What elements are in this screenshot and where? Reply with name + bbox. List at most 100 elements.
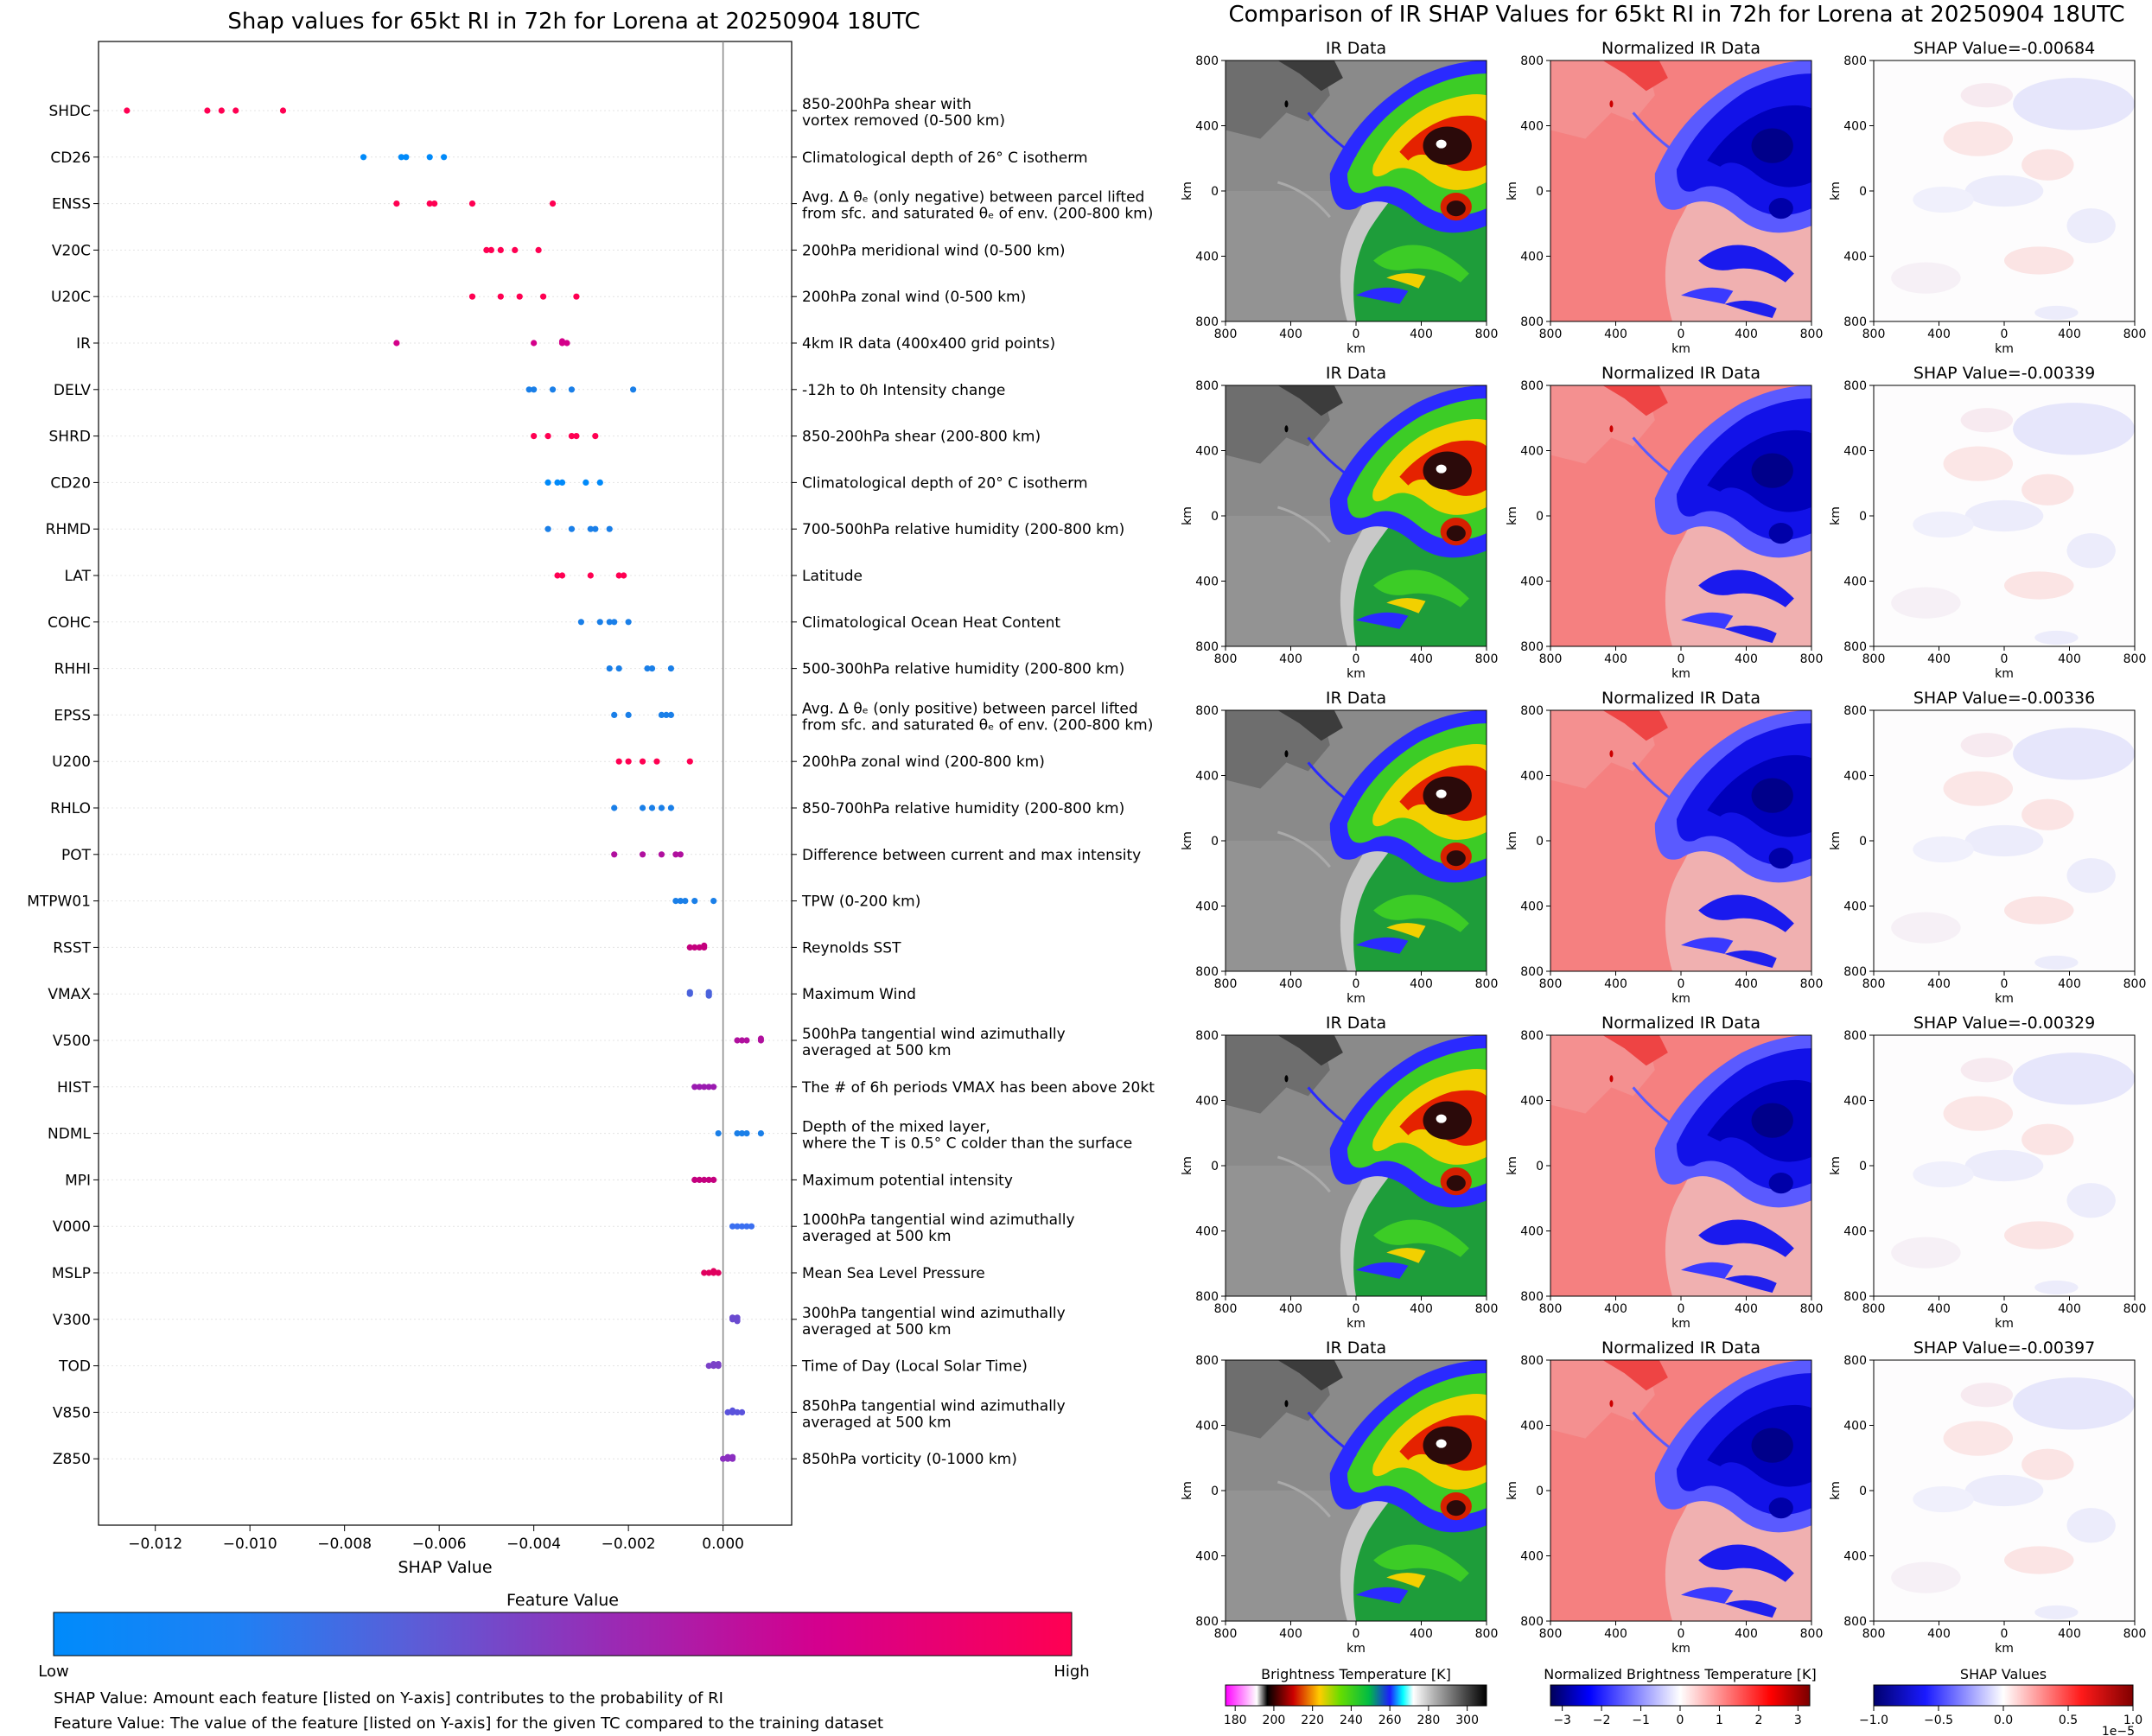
shap-point	[734, 1318, 741, 1325]
map-y-tick-label: 400	[1843, 1550, 1867, 1564]
feature-description: averaged at 500 km	[802, 1321, 952, 1339]
map-y-tick-label: 800	[1195, 1354, 1219, 1368]
feature-label: V850	[53, 1404, 91, 1421]
map-x-tick-label: 400	[1735, 327, 1758, 341]
shap-map-panel	[1874, 385, 2135, 646]
map-x-tick-label: 400	[1735, 652, 1758, 666]
feature-description: averaged at 500 km	[802, 1414, 952, 1431]
colorbar-tick-label: 280	[1417, 1714, 1441, 1727]
x-tick-label: −0.004	[506, 1536, 561, 1553]
shap-point	[577, 619, 584, 626]
shap-point	[734, 1223, 741, 1230]
nbt-colorbar	[1550, 1684, 1811, 1707]
map-x-tick-label: 800	[2123, 977, 2147, 991]
shap-point	[705, 1363, 712, 1370]
map-x-tick-label: 400	[1604, 1302, 1627, 1316]
shap-point	[705, 1176, 712, 1183]
feature-value-title: Feature Value	[506, 1591, 619, 1610]
map-y-tick-label: 800	[1520, 1290, 1544, 1304]
brightness-temp-colorbar-group: Brightness Temperature [K] 180 200 220 240 2…	[1224, 1666, 1487, 1727]
shap-point	[677, 898, 684, 905]
map-y-tick-label: 400	[1843, 1225, 1867, 1239]
map-x-tick-label: 0	[1353, 327, 1360, 341]
map-x-tick-label: 800	[1214, 1627, 1238, 1641]
feature-description: Latitude	[802, 568, 863, 585]
feature-description: 200hPa zonal wind (200-800 km)	[802, 754, 1045, 771]
map-y-axis-label: km	[1829, 1481, 1843, 1500]
shap-point	[583, 479, 589, 486]
feature-label: LAT	[64, 568, 91, 585]
shap-point	[743, 1037, 750, 1044]
colorbar-tick-label: 300	[1455, 1714, 1479, 1727]
shap-point	[734, 1409, 741, 1415]
map-y-axis-label: km	[1506, 181, 1519, 200]
shap-point	[611, 619, 618, 626]
map-x-tick-label: 0	[1353, 1302, 1360, 1316]
panel-title: IR Data	[1326, 1014, 1386, 1033]
shap-point	[558, 338, 566, 345]
map-x-tick-label: 400	[1410, 977, 1433, 991]
feature-description: 850-200hPa shear with	[802, 96, 971, 113]
feature-description: Climatological depth of 20° C isotherm	[802, 474, 1088, 492]
shap-map-panel	[1874, 1360, 2135, 1621]
map-y-tick-label: 400	[1195, 770, 1219, 784]
map-y-tick-label: 400	[1520, 900, 1544, 914]
map-x-tick-label: 800	[1475, 652, 1499, 666]
map-y-tick-label: 800	[1195, 379, 1219, 393]
map-y-tick-label: 800	[1195, 54, 1219, 68]
shap-point	[748, 1223, 755, 1230]
feature-label: DELV	[54, 382, 91, 399]
map-x-axis-label: km	[1995, 667, 2014, 681]
colorbar-high-label: High	[1054, 1663, 1089, 1681]
map-x-tick-label: 800	[1475, 1302, 1499, 1316]
colorbar-tick-label: 200	[1263, 1714, 1286, 1727]
feature-description: 200hPa zonal wind (0-500 km)	[802, 289, 1026, 306]
map-x-tick-label: 800	[1214, 652, 1238, 666]
map-y-tick-label: 400	[1843, 900, 1867, 914]
panel-title: IR Data	[1326, 39, 1386, 58]
shap-point	[615, 758, 622, 765]
map-x-tick-label: 400	[1279, 1302, 1302, 1316]
map-x-tick-label: 800	[1862, 1302, 1886, 1316]
feature-value-note: Feature Value: The value of the feature …	[54, 1714, 883, 1733]
shap-point	[672, 898, 679, 905]
feature-description: -12h to 0h Intensity change	[802, 382, 1005, 399]
shap-point	[663, 711, 670, 719]
feature-description: Climatological Ocean Heat Content	[802, 614, 1060, 632]
panel-title: Normalized IR Data	[1601, 1014, 1760, 1033]
shap-point	[468, 293, 476, 300]
map-y-tick-label: 400	[1195, 1550, 1219, 1564]
map-y-tick-label: 400	[1520, 445, 1544, 459]
map-y-tick-label: 800	[1843, 379, 1867, 393]
shap-panel-title: SHAP Value=-0.00336	[1913, 689, 2095, 708]
shap-point	[667, 665, 675, 672]
shap-point	[204, 107, 211, 114]
map-x-tick-label: 400	[1279, 977, 1302, 991]
feature-label: POT	[61, 847, 92, 864]
shap-point	[544, 525, 551, 532]
shap-point	[124, 107, 131, 114]
map-y-tick-label: 400	[1195, 251, 1219, 264]
map-x-tick-label: 0	[1353, 1627, 1360, 1641]
shap-point	[573, 293, 580, 300]
shap-point	[639, 804, 646, 811]
shap-point	[544, 433, 551, 440]
map-y-tick-label: 800	[1520, 1354, 1544, 1368]
map-x-tick-label: 800	[1214, 1302, 1238, 1316]
shap-point	[672, 851, 679, 858]
map-x-tick-label: 800	[2123, 652, 2147, 666]
shap-point	[653, 758, 660, 765]
map-y-tick-label: 800	[1843, 965, 1867, 979]
map-y-tick-label: 400	[1843, 251, 1867, 264]
feature-label: ENSS	[52, 196, 91, 213]
map-y-axis-label: km	[1181, 181, 1194, 200]
map-y-tick-label: 400	[1520, 120, 1544, 134]
map-y-axis-label: km	[1829, 1156, 1843, 1175]
map-x-tick-label: 0	[1678, 652, 1685, 666]
feature-description: 200hPa meridional wind (0-500 km)	[802, 242, 1066, 259]
map-y-tick-label: 800	[1843, 1615, 1867, 1629]
map-y-tick-label: 800	[1843, 640, 1867, 654]
ir-data-panel	[1226, 710, 1487, 971]
normalized-ir-panel	[1550, 710, 1811, 971]
map-y-tick-label: 800	[1520, 54, 1544, 68]
